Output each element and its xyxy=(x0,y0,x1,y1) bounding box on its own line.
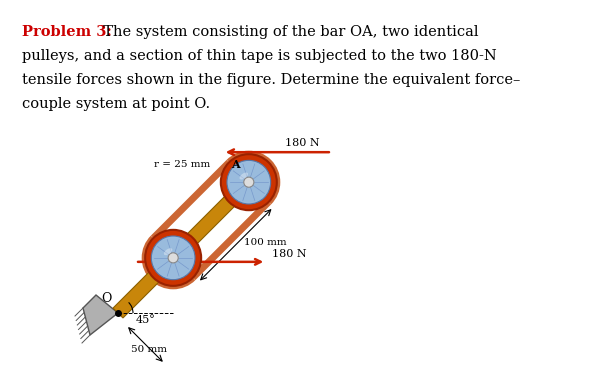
Text: The system consisting of the bar OA, two identical: The system consisting of the bar OA, two… xyxy=(94,25,479,39)
Text: 100 mm: 100 mm xyxy=(243,238,287,247)
Text: 45°: 45° xyxy=(136,315,156,325)
Text: r = 25 mm: r = 25 mm xyxy=(154,160,210,169)
Text: A: A xyxy=(231,159,239,170)
Ellipse shape xyxy=(239,172,248,180)
Text: 180 N: 180 N xyxy=(284,138,319,148)
Text: tensile forces shown in the figure. Determine the equivalent force–: tensile forces shown in the figure. Dete… xyxy=(22,73,520,87)
Polygon shape xyxy=(113,167,264,318)
Circle shape xyxy=(145,230,201,286)
Circle shape xyxy=(227,160,271,204)
Ellipse shape xyxy=(164,248,173,255)
Text: 180 N: 180 N xyxy=(272,249,307,259)
Circle shape xyxy=(151,236,195,280)
Text: Problem 3:: Problem 3: xyxy=(22,25,112,39)
Text: O: O xyxy=(102,292,112,305)
Circle shape xyxy=(221,154,277,210)
Text: 50 mm: 50 mm xyxy=(131,345,167,354)
Polygon shape xyxy=(83,295,118,335)
Text: pulleys, and a section of thin tape is subjected to the two 180-N: pulleys, and a section of thin tape is s… xyxy=(22,49,497,63)
Circle shape xyxy=(243,177,254,187)
Circle shape xyxy=(168,253,178,263)
Text: couple system at point O.: couple system at point O. xyxy=(22,97,210,111)
